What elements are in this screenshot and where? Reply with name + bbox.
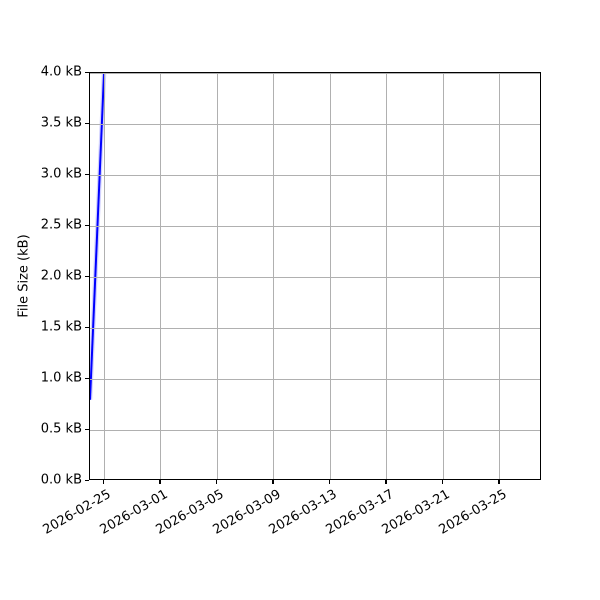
y-tick-mark bbox=[85, 71, 89, 73]
y-tick-label: 2.0 kB bbox=[40, 268, 82, 284]
y-tick-label: 0.5 kB bbox=[40, 421, 82, 437]
y-gridline bbox=[90, 73, 540, 74]
x-gridline bbox=[103, 73, 105, 479]
y-tick-mark bbox=[85, 326, 89, 328]
y-axis-title: File Size (kB) bbox=[16, 234, 32, 318]
x-gridline bbox=[499, 73, 501, 479]
x-gridline bbox=[329, 73, 331, 479]
y-tick-mark bbox=[85, 224, 89, 226]
y-tick-label: 3.0 kB bbox=[40, 166, 82, 182]
y-tick-label: 1.0 kB bbox=[40, 370, 82, 386]
x-tick-mark bbox=[385, 480, 387, 484]
y-gridline bbox=[90, 327, 540, 329]
x-tick-mark bbox=[159, 480, 161, 484]
x-tick-mark bbox=[215, 480, 218, 484]
y-tick-mark bbox=[85, 173, 89, 175]
y-gridline bbox=[90, 123, 540, 125]
x-tick-mark bbox=[498, 480, 500, 484]
x-gridline bbox=[216, 73, 218, 479]
y-gridline bbox=[90, 174, 540, 176]
x-gridline bbox=[442, 73, 444, 479]
y-tick-mark bbox=[85, 377, 89, 379]
x-tick-mark bbox=[441, 480, 444, 484]
y-tick-label: 2.5 kB bbox=[40, 217, 82, 233]
y-tick-mark bbox=[85, 428, 89, 430]
x-gridline bbox=[273, 73, 275, 479]
y-tick-mark bbox=[85, 479, 89, 481]
x-tick-mark bbox=[272, 480, 274, 484]
y-tick-label: 4.0 kB bbox=[40, 64, 82, 80]
x-tick-mark bbox=[328, 480, 331, 484]
y-gridline bbox=[90, 378, 540, 380]
plot-area bbox=[89, 72, 541, 480]
y-gridline bbox=[90, 429, 540, 431]
x-gridline bbox=[386, 73, 388, 479]
y-tick-label: 1.5 kB bbox=[40, 319, 82, 335]
x-tick-mark bbox=[102, 480, 105, 484]
y-tick-label: 3.5 kB bbox=[40, 115, 82, 131]
y-tick-mark bbox=[85, 122, 89, 124]
y-tick-label: 0.0 kB bbox=[40, 472, 82, 488]
y-gridline bbox=[90, 276, 540, 278]
data-line-layer bbox=[90, 73, 107, 400]
y-gridline bbox=[90, 225, 540, 227]
file-size-line bbox=[90, 73, 106, 400]
y-tick-mark bbox=[85, 275, 89, 277]
x-gridline bbox=[160, 73, 162, 479]
